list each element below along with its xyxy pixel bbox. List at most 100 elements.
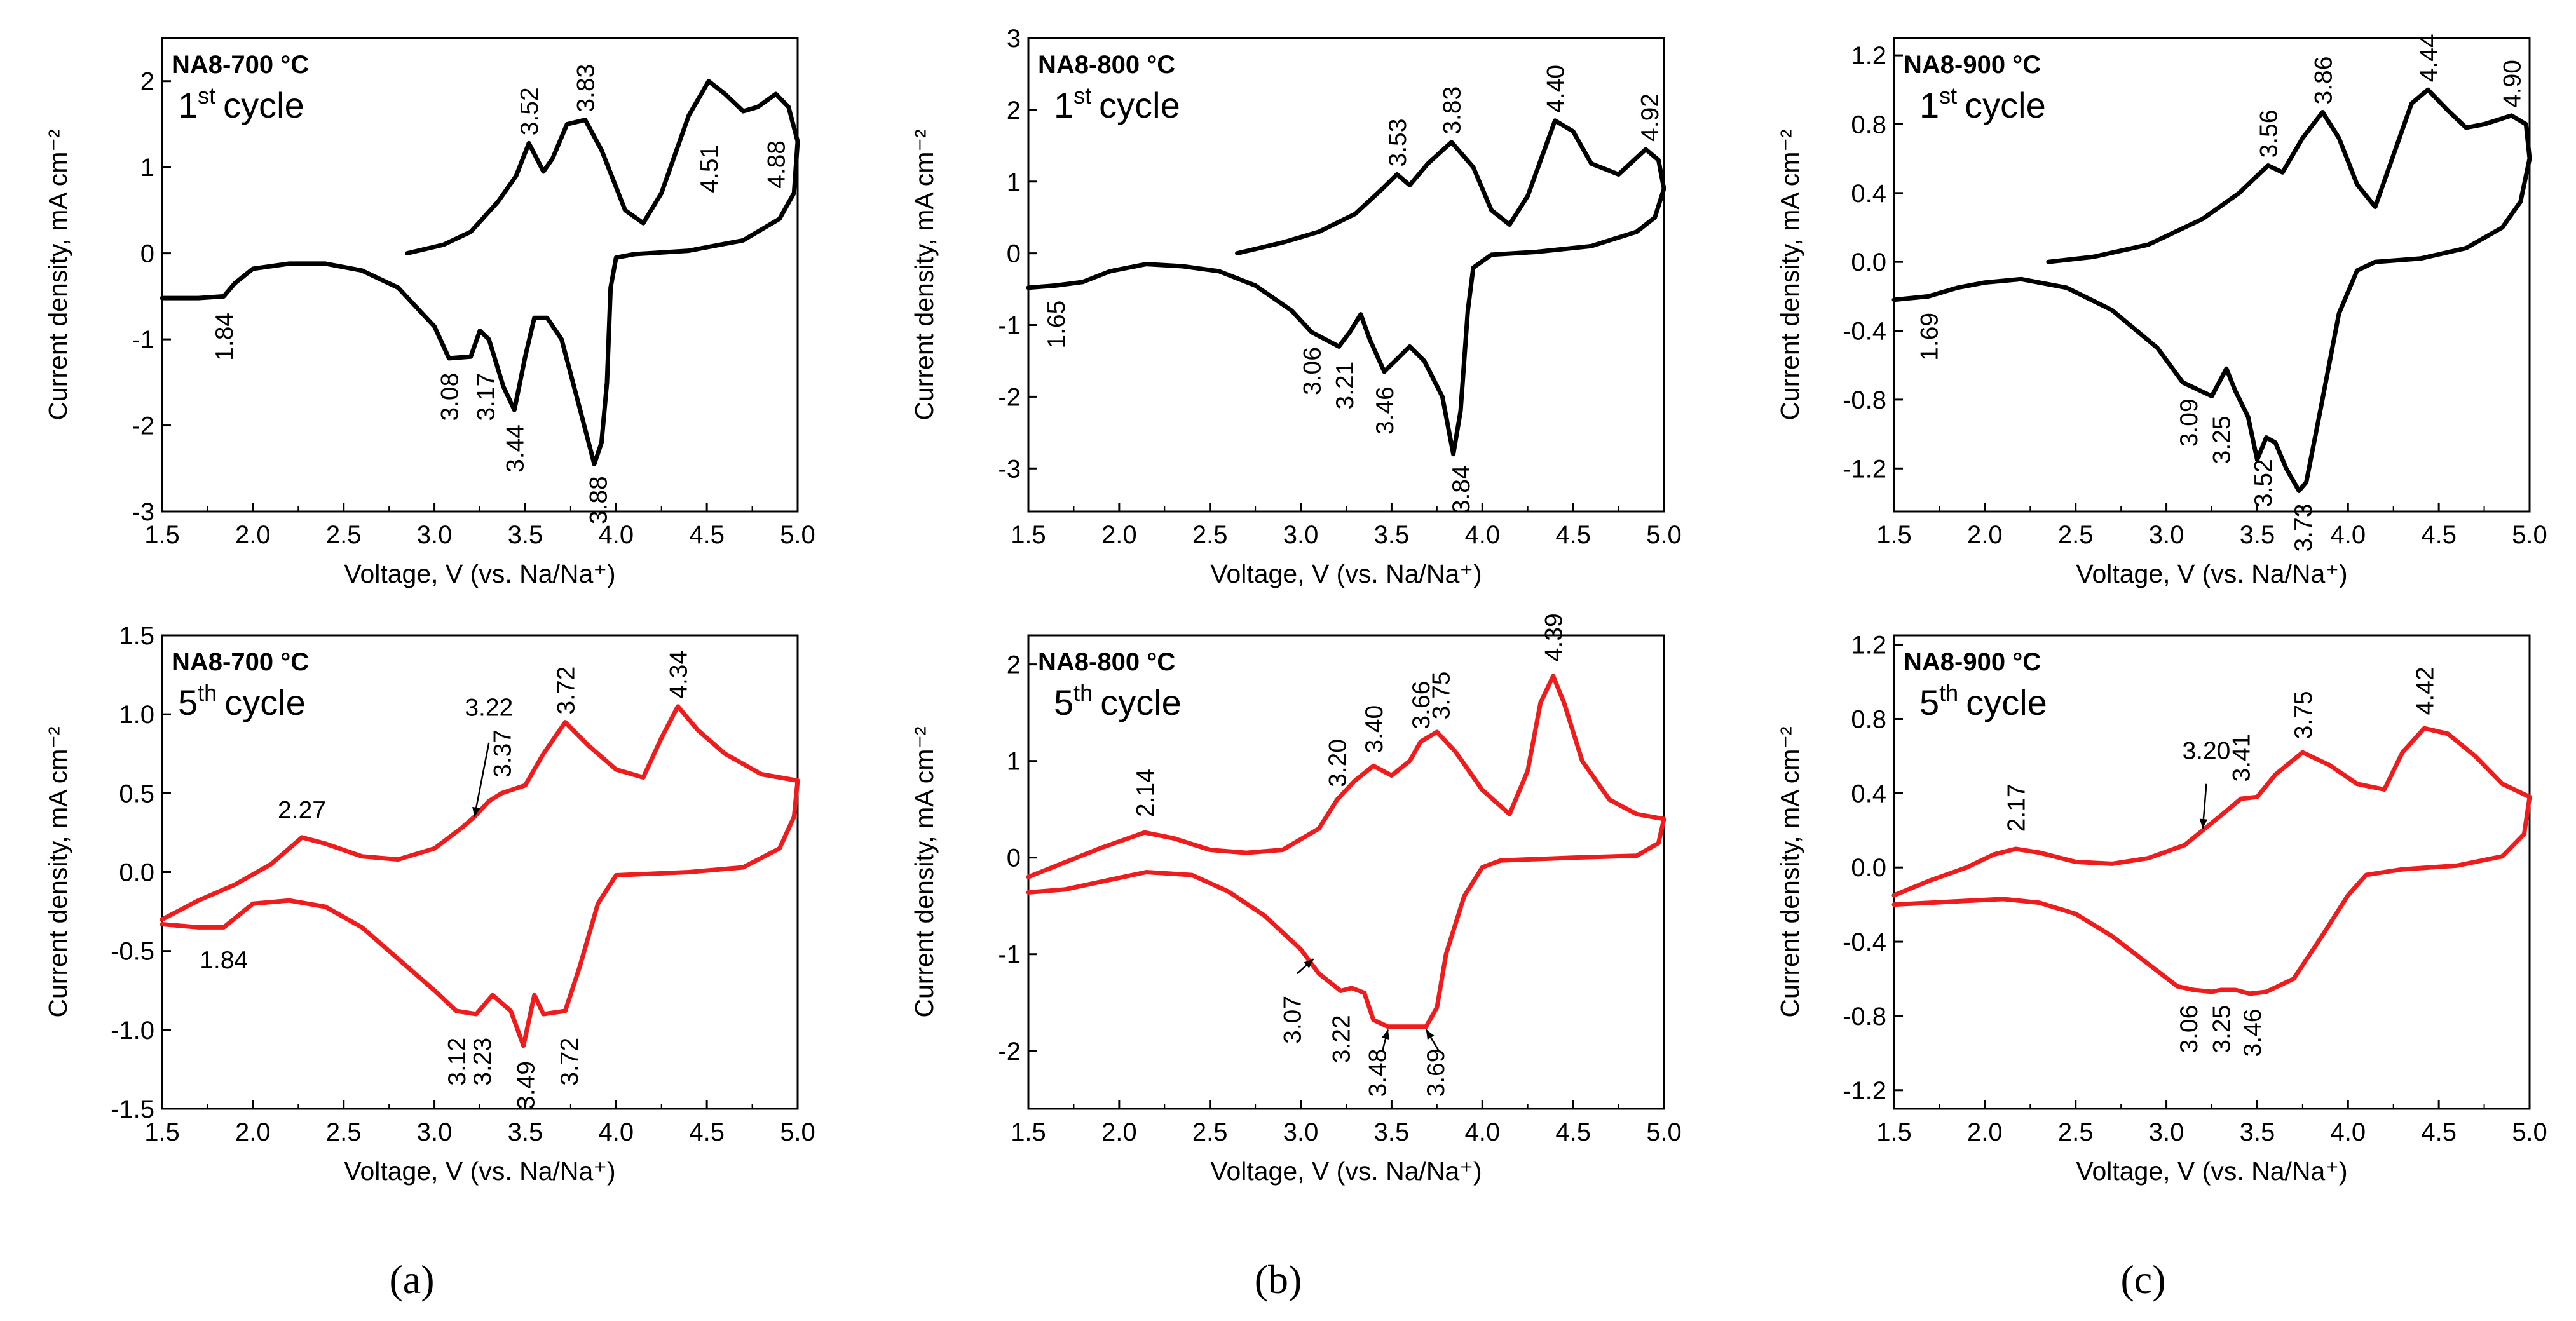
- y-tick-label: -2: [132, 412, 154, 440]
- panel-label: (b): [1255, 1257, 1302, 1302]
- x-tick-label: 4.5: [1555, 1118, 1591, 1146]
- cycle-number: 1: [1054, 85, 1073, 125]
- y-tick-label: -3: [998, 455, 1021, 483]
- x-tick-label: 4.5: [689, 1118, 725, 1146]
- peak-label: 4.92: [1637, 93, 1664, 142]
- y-axis-label: Current density, mA cm⁻²: [43, 129, 72, 420]
- peak-label: 3.20: [2182, 738, 2230, 765]
- arrow-head: [472, 806, 480, 817]
- y-tick-label: -0.4: [1843, 928, 1886, 956]
- peak-label: 3.53: [1384, 119, 1412, 167]
- arrow-head: [1382, 1029, 1390, 1040]
- x-tick-label: 3.0: [417, 521, 453, 549]
- chart-b1: 1.5 2.0 2.5 3.0 3.5 4.0 4.5 5.0 -3 -2 -1 0 1 2 3 Voltag…: [910, 25, 1682, 588]
- cycle-label: 5th cycle: [178, 680, 306, 722]
- peak-label: 3.52: [2250, 459, 2277, 507]
- peak-label: 3.75: [2290, 691, 2317, 739]
- y-tick-label: -2: [998, 383, 1021, 411]
- cycle-word: cycle: [1965, 85, 2046, 125]
- cycle-superscript: st: [1939, 83, 1957, 109]
- x-tick-label: 3.5: [1374, 521, 1410, 549]
- panel-label: (c): [2120, 1257, 2165, 1302]
- x-tick-label: 2.5: [1192, 1118, 1228, 1146]
- peak-label: 3.09: [2176, 398, 2203, 447]
- x-tick-label: 4.5: [2421, 1118, 2457, 1146]
- x-tick-label: 2.5: [1192, 521, 1228, 549]
- peak-label: 1.65: [1043, 301, 1070, 349]
- peak-label: 4.44: [2415, 34, 2443, 82]
- y-tick-label: -0.5: [111, 938, 154, 966]
- peak-label: 3.44: [501, 424, 529, 473]
- y-tick-label: 1: [1007, 168, 1021, 196]
- annotation-arrow: [474, 742, 490, 817]
- peak-label: 3.49: [512, 1061, 540, 1109]
- panel-label: (a): [389, 1257, 434, 1302]
- y-tick-label: -0.4: [1843, 318, 1886, 346]
- peak-label: 3.20: [1325, 739, 1352, 787]
- y-tick-label: -1.2: [1843, 1077, 1886, 1105]
- y-tick-label: -1: [998, 941, 1021, 969]
- peak-label: 3.08: [436, 373, 463, 421]
- y-tick-label: -3: [132, 498, 154, 526]
- y-tick-label: -0.8: [1843, 1003, 1886, 1031]
- peak-label: 3.66: [1408, 681, 1435, 729]
- peak-label: 3.40: [1361, 705, 1388, 754]
- x-tick-label: 5.0: [2512, 1118, 2547, 1146]
- chart-c5: 1.5 2.0 2.5 3.0 3.5 4.0 4.5 5.0 -1.2 -0.8 -0.4 0.0 0…: [1775, 632, 2547, 1186]
- peak-label: 1.69: [1916, 313, 1943, 361]
- y-tick-label: 1: [1007, 748, 1021, 776]
- x-tick-label: 2.0: [235, 521, 271, 549]
- x-tick-label: 3.0: [1283, 1118, 1319, 1146]
- peak-label: 3.88: [585, 476, 613, 524]
- x-tick-label: 3.0: [1283, 521, 1319, 549]
- y-tick-label: 0.8: [1851, 111, 1886, 139]
- x-tick-label: 5.0: [1646, 1118, 1682, 1146]
- peak-label: 3.56: [2256, 110, 2283, 158]
- y-tick-label: 0.4: [1851, 780, 1886, 808]
- x-tick-label: 4.0: [2330, 521, 2366, 549]
- cv-curve: [160, 79, 800, 466]
- x-tick-label: 4.0: [598, 521, 634, 549]
- cv-curve: [1026, 118, 1666, 457]
- cycle-number: 5: [1919, 682, 1939, 722]
- x-axis-label: Voltage, V (vs. Na/Na⁺): [1210, 559, 1482, 588]
- peak-label: 4.39: [1541, 613, 1568, 661]
- y-tick-label: 2: [140, 68, 154, 96]
- y-tick-label: -1: [998, 312, 1021, 340]
- y-tick-label: 2: [1007, 97, 1021, 125]
- y-tick-label: 0.0: [1851, 854, 1886, 882]
- x-tick-label: 2.0: [1101, 521, 1137, 549]
- y-axis-label: Current density, mA cm⁻²: [1775, 129, 1804, 420]
- peak-label: 3.06: [2176, 1005, 2203, 1053]
- sample-title: NA8-700 °C: [172, 51, 309, 79]
- x-tick-label: 4.0: [1464, 1118, 1500, 1146]
- sample-title: NA8-900 °C: [1904, 648, 2041, 676]
- chart-a1: 1.5 2.0 2.5 3.0 3.5 4.0 4.5 5.0-3-2-1012Voltage…: [43, 37, 815, 588]
- x-tick-label: 3.0: [2149, 1118, 2184, 1146]
- y-tick-label: 0.0: [119, 859, 154, 887]
- peak-label: 4.40: [1543, 65, 1570, 113]
- x-axis-label: Voltage, V (vs. Na/Na⁺): [344, 559, 615, 588]
- cycle-superscript: st: [198, 83, 215, 109]
- cycle-word: cycle: [224, 682, 306, 722]
- y-tick-label: -1.5: [111, 1095, 154, 1123]
- sample-title: NA8-800 °C: [1038, 648, 1175, 676]
- y-tick-label: -1.0: [111, 1017, 154, 1045]
- cycle-label: 1st cycle: [1054, 83, 1180, 125]
- x-tick-label: 4.0: [1464, 521, 1500, 549]
- peak-label: 1.84: [200, 947, 248, 974]
- y-tick-label: 2: [1007, 651, 1021, 679]
- cycle-word: cycle: [1966, 682, 2047, 722]
- y-tick-label: -1: [132, 326, 154, 354]
- peak-label: 3.72: [556, 1038, 583, 1086]
- y-axis-label: Current density, mA cm⁻²: [43, 726, 72, 1017]
- peak-label: 3.75: [1428, 672, 1455, 720]
- x-axis-label: Voltage, V (vs. Na/Na⁺): [2076, 1156, 2347, 1186]
- cycle-label: 5th cycle: [1054, 680, 1182, 722]
- x-tick-label: 2.5: [2058, 521, 2094, 549]
- peak-label: 3.83: [1439, 86, 1466, 135]
- peak-label: 3.69: [1422, 1049, 1450, 1097]
- cycle-label: 1st cycle: [1919, 83, 2046, 125]
- sample-title: NA8-700 °C: [172, 648, 309, 676]
- y-tick-label: -0.8: [1843, 386, 1886, 414]
